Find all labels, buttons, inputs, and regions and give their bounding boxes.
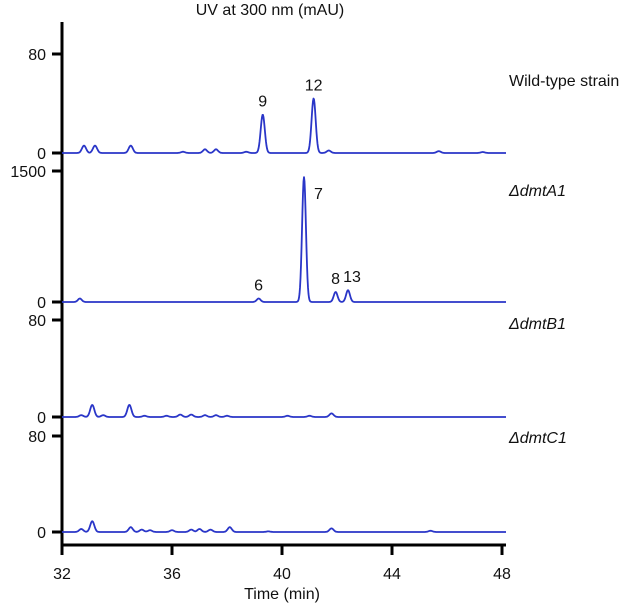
chart-title: UV at 300 nm (mAU): [195, 2, 345, 19]
y-tick-label: 80: [28, 313, 46, 330]
y-tick-label: 80: [28, 47, 46, 64]
x-tick-label: 44: [383, 566, 401, 583]
peak-label: 9: [258, 94, 267, 111]
y-tick-label: 0: [37, 295, 46, 312]
trace-2: [61, 403, 507, 418]
peak-label: 7: [314, 186, 323, 203]
peak-label: 13: [343, 269, 361, 286]
y-tick-label: 1500: [10, 164, 46, 181]
peak-label: 8: [331, 271, 340, 288]
panel-label-dmtC1: ΔdmtC1: [509, 430, 567, 447]
y-tick-label: 80: [28, 429, 46, 446]
y-tick-label: 0: [37, 146, 46, 163]
trace-1: [61, 176, 507, 303]
panel-label-dmtA1: ΔdmtA1: [509, 183, 566, 200]
x-tick-label: 40: [273, 566, 291, 583]
peak-label: 6: [254, 278, 263, 295]
x-tick-label: 48: [493, 566, 511, 583]
peak-label: 12: [305, 78, 323, 95]
y-tick-label: 0: [37, 525, 46, 542]
trace-3: [61, 520, 507, 533]
panel-label-wild-type: Wild-type strain: [509, 73, 620, 90]
y-tick-label: 0: [37, 410, 46, 427]
x-axis-label: Time (min): [244, 586, 320, 603]
x-tick-label: 36: [163, 566, 181, 583]
trace-0: [61, 97, 507, 154]
x-tick-label: 32: [53, 566, 71, 583]
panel-label-dmtB1: ΔdmtB1: [509, 316, 566, 333]
